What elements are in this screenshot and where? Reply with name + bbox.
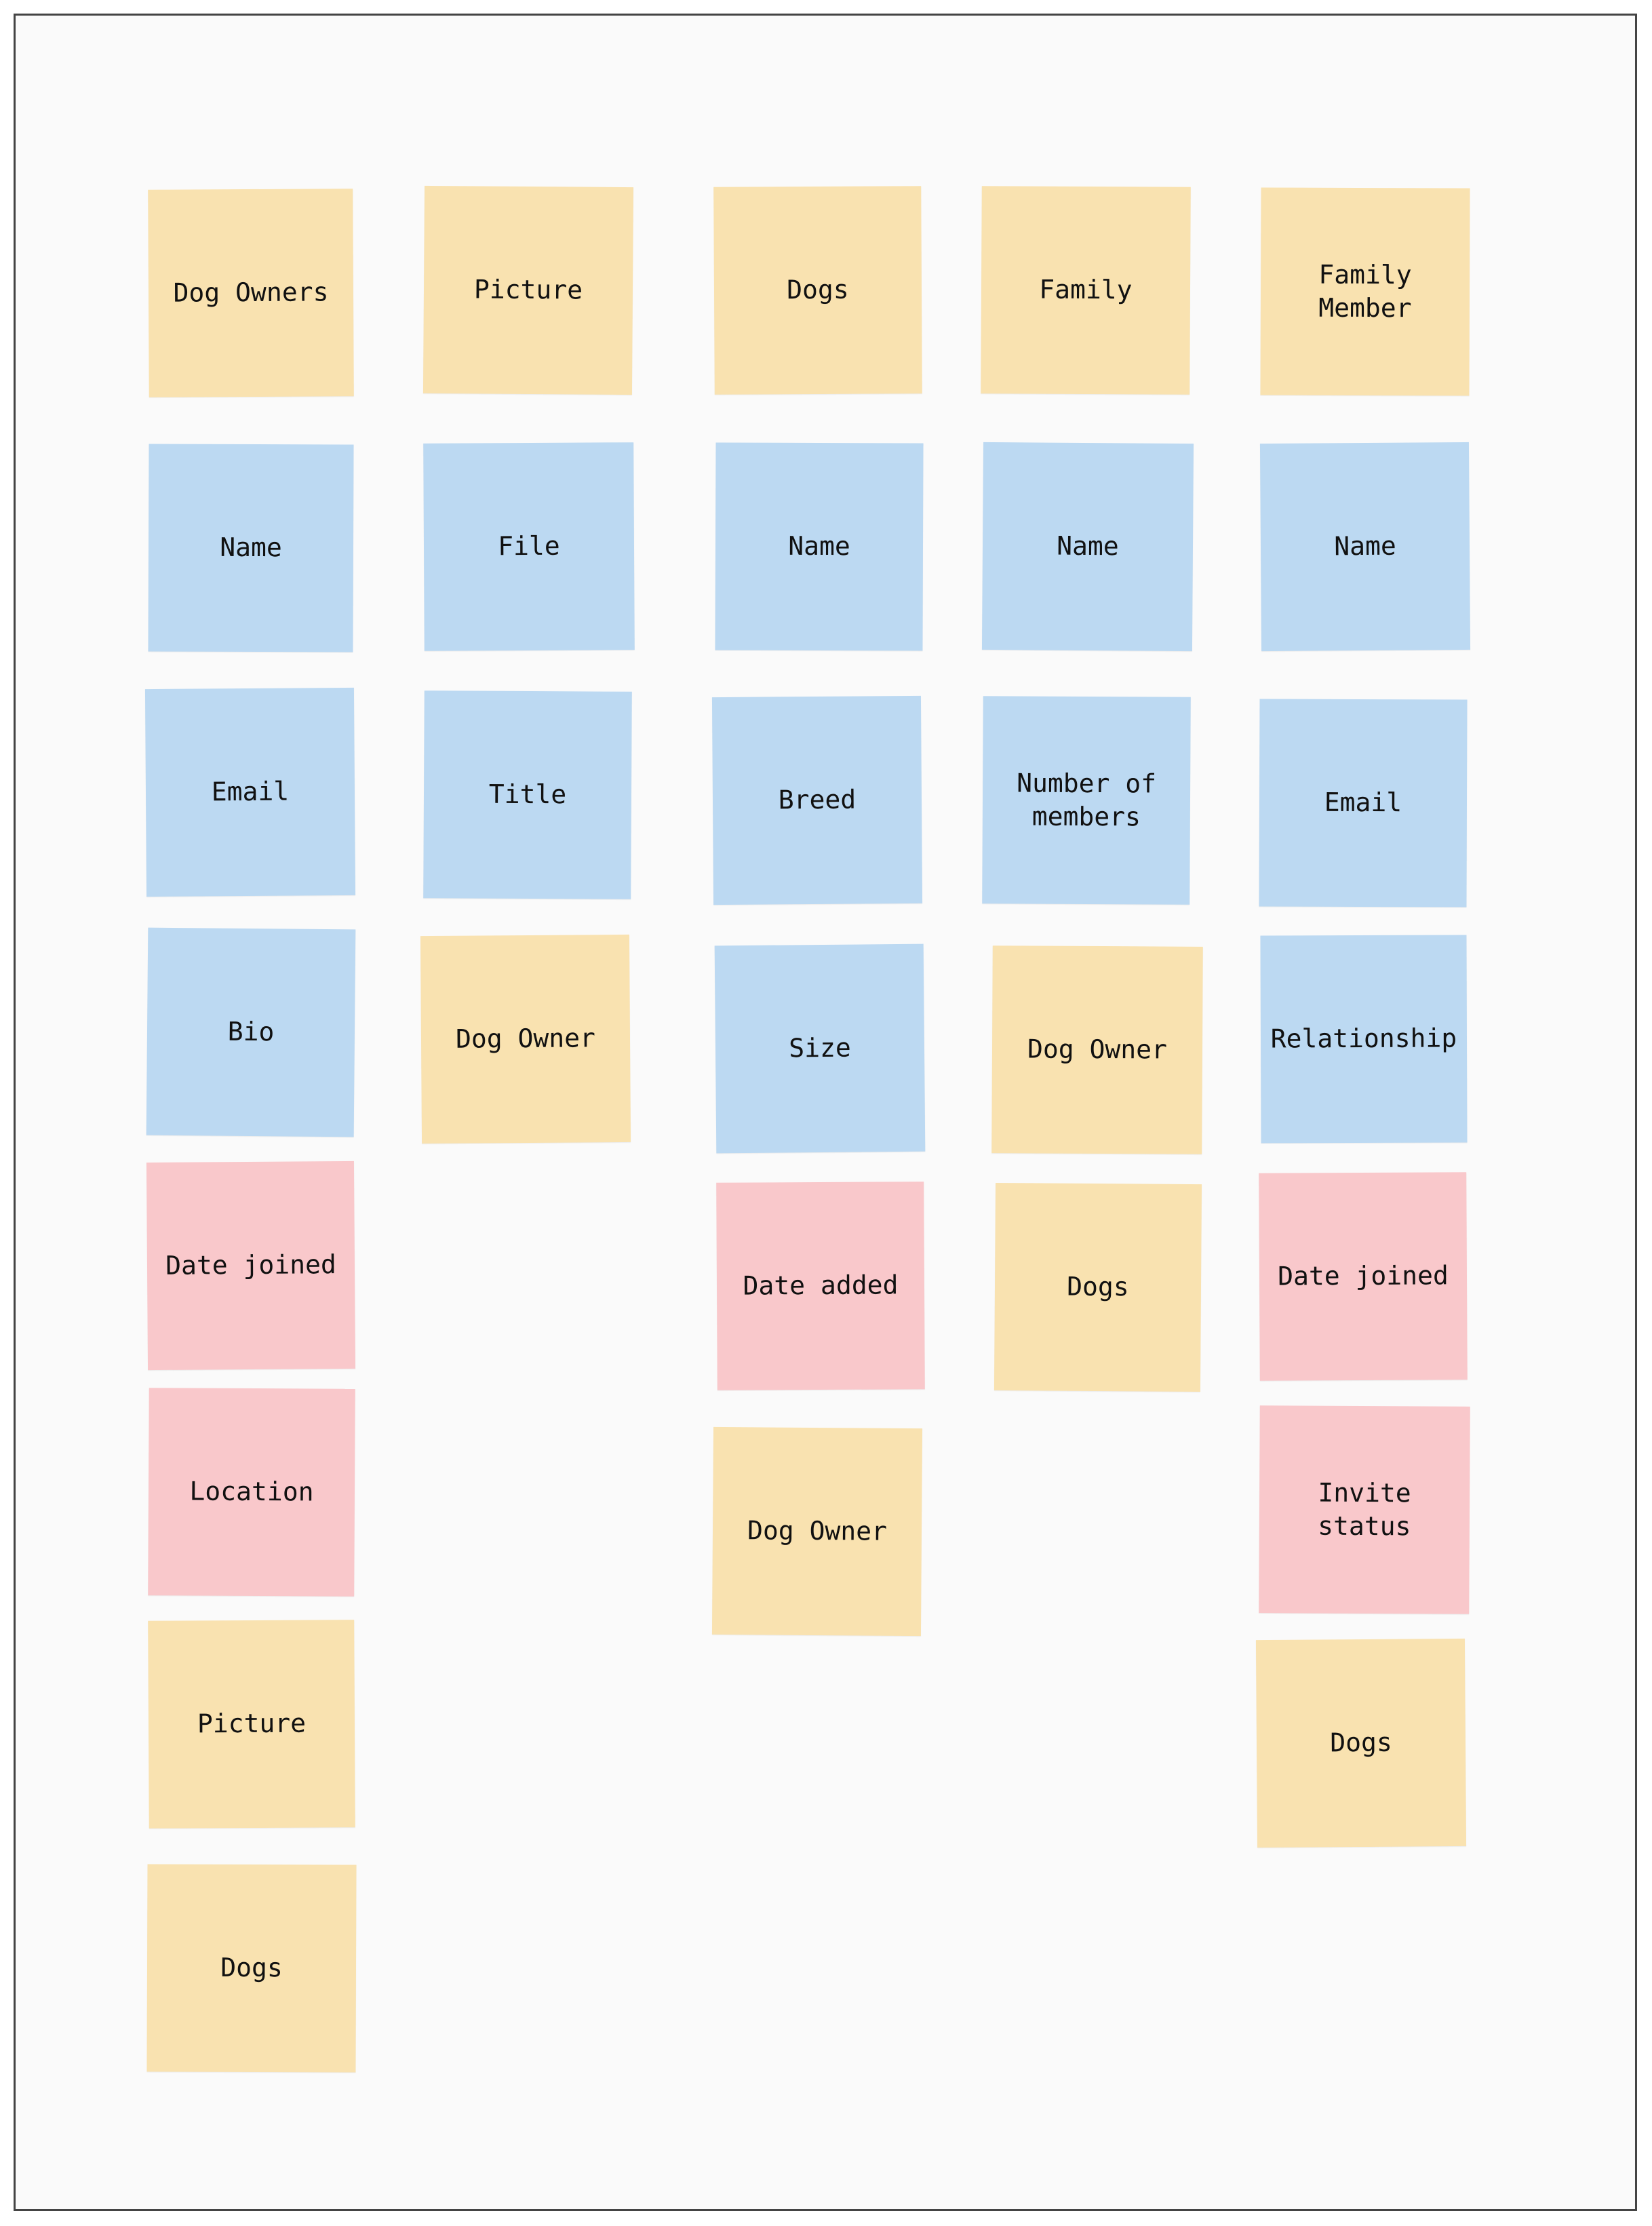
sticky-note-email[interactable]: Email [1259,699,1468,907]
sticky-note-picture[interactable]: Picture [422,185,634,395]
sticky-note-email[interactable]: Email [144,687,356,897]
sticky-note-dogs[interactable]: Dogs [713,186,922,395]
sticky-note-label: Dogs [787,275,849,305]
sticky-note-dog-owner[interactable]: Dog Owner [711,1426,923,1637]
sticky-note-name[interactable]: Name [148,444,354,652]
sticky-note-file[interactable]: File [423,442,635,651]
sticky-note-label: Size [789,1032,851,1063]
sticky-note-label: Bio [227,1016,275,1047]
sticky-note-label: Date joined [1278,1260,1449,1291]
sticky-note-date-joined[interactable]: Date joined [1259,1172,1468,1381]
sticky-note-label: File [498,531,560,562]
sticky-note-label: Dog Owner [455,1023,596,1055]
sticky-note-label: Name [220,532,282,563]
sticky-note-bio[interactable]: Bio [146,927,356,1137]
sticky-note-label: Date added [743,1270,899,1301]
sticky-note-number-of-members[interactable]: Number of members [982,696,1191,905]
sticky-note-label: Name [1334,530,1396,562]
sticky-note-size[interactable]: Size [714,943,926,1154]
sticky-note-family-member[interactable]: Family Member [1260,187,1470,396]
sticky-note-location[interactable]: Location [148,1388,355,1597]
sticky-note-picture[interactable]: Picture [148,1620,355,1829]
whiteboard: Dog Owners Name Email Bio Date joined Lo… [14,14,1637,2211]
sticky-note-label: Breed [778,784,857,815]
sticky-note-invite-status[interactable]: Invite status [1259,1405,1470,1614]
sticky-note-dogs[interactable]: Dogs [994,1182,1202,1392]
sticky-note-label: Name [788,531,850,562]
sticky-note-label: Dogs [220,1953,283,1983]
sticky-note-name[interactable]: Name [1259,442,1471,652]
sticky-note-label: Invite status [1318,1477,1411,1542]
sticky-note-family[interactable]: Family [981,186,1191,395]
sticky-note-label: Dogs [1330,1727,1392,1758]
sticky-note-label: Dog Owner [1027,1034,1168,1065]
sticky-note-relationship[interactable]: Relationship [1260,935,1468,1144]
sticky-note-label: Dog Owner [747,1515,888,1547]
sticky-note-name[interactable]: Name [715,442,924,651]
sticky-note-label: Family [1039,274,1133,305]
sticky-note-breed[interactable]: Breed [711,695,923,905]
sticky-note-label: Date joined [165,1249,336,1281]
sticky-note-name[interactable]: Name [981,442,1194,652]
sticky-note-dog-owner[interactable]: Dog Owner [991,945,1203,1154]
sticky-note-dog-owner[interactable]: Dog Owner [420,934,631,1144]
sticky-note-label: Dog Owners [173,277,329,308]
sticky-note-label: Name [1057,530,1119,562]
sticky-note-title[interactable]: Title [423,690,632,899]
sticky-note-label: Family Member [1318,259,1412,324]
sticky-note-label: Location [189,1476,314,1507]
sticky-note-label: Relationship [1270,1023,1457,1054]
sticky-note-label: Title [488,779,567,810]
sticky-note-date-added[interactable]: Date added [716,1182,925,1390]
sticky-note-dog-owners[interactable]: Dog Owners [148,189,354,397]
sticky-note-dogs[interactable]: Dogs [1255,1638,1467,1848]
sticky-note-label: Email [1324,787,1402,818]
sticky-note-label: Email [211,776,290,807]
sticky-note-label: Picture [197,1708,307,1739]
sticky-note-label: Dogs [1067,1271,1129,1302]
sticky-note-label: Picture [473,274,583,305]
sticky-note-date-joined[interactable]: Date joined [146,1160,356,1371]
sticky-note-dogs[interactable]: Dogs [146,1864,357,2073]
sticky-note-label: Number of members [1017,768,1157,832]
